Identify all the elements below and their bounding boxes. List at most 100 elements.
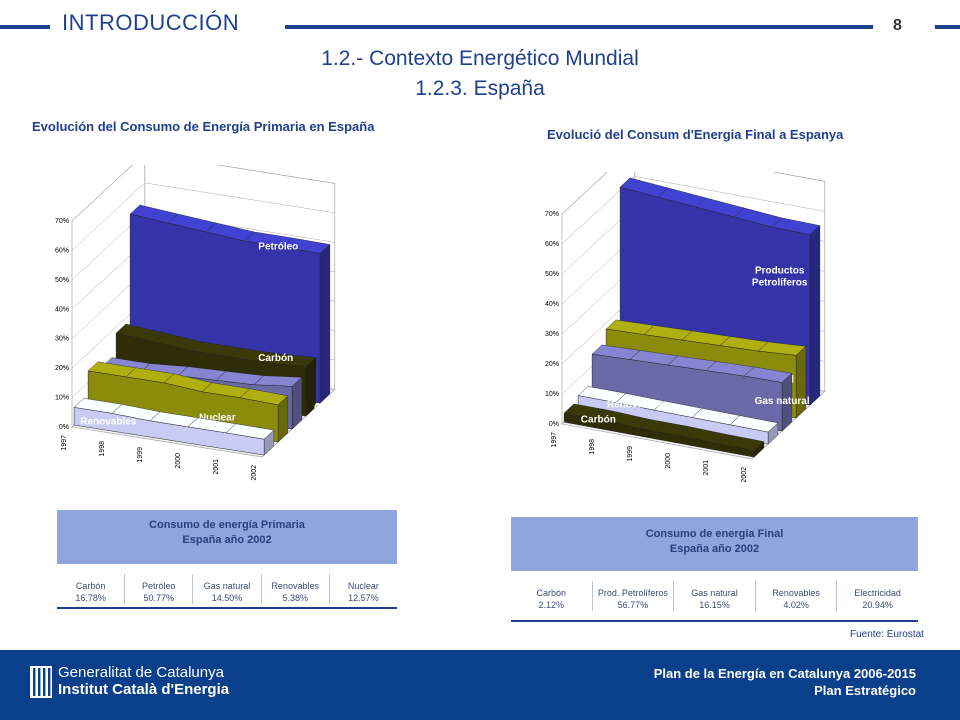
cell-value: 56.77% (617, 600, 649, 610)
chart-primary-title: Evolución del Consumo de Energía Primari… (32, 119, 375, 134)
generalitat-logo-icon (30, 666, 52, 698)
chart-final: 0% 10% 20% 30% 40% 50% 60% 70% Productos Petrolíf… (545, 172, 826, 483)
series-label: Carbón (581, 414, 616, 425)
series-label: Nuclear (199, 413, 236, 424)
table-cell: Prod. Petrolíferos 56.77% (591, 581, 674, 611)
series-label: Productos Petrolíferos (752, 265, 808, 288)
y-tick-label: 20% (55, 365, 69, 372)
cell-label: Gas natural (691, 588, 738, 598)
header-rule-middle (285, 25, 873, 29)
y-tick-label: 70% (545, 211, 559, 218)
x-tick-label: 2001 (703, 460, 710, 476)
primary-table-title: Consumo de energía Primaria (149, 519, 305, 531)
series-end (809, 225, 821, 406)
y-tick-label: 40% (55, 306, 69, 313)
y-tick-label: 0% (549, 421, 559, 428)
cell-label: Renovables (271, 581, 319, 591)
y-tick-label: 0% (59, 424, 69, 431)
series-label: Gas natural (314, 402, 369, 413)
page-number: 8 (893, 17, 902, 34)
y-tick-label: 60% (545, 241, 559, 248)
cell-label: Carbón (536, 588, 567, 598)
x-tick-label: 2002 (741, 467, 748, 483)
cell-label: Gas natural (203, 581, 251, 591)
table-cell: Nuclear 12.57% (328, 574, 397, 604)
series-label: Petróleo (258, 241, 298, 252)
cell-value: 20.94% (862, 600, 893, 610)
y-tick-label: 20% (545, 361, 559, 368)
table-cell: Petróleo 50.77% (124, 574, 192, 604)
y-tick-label: 60% (55, 247, 69, 254)
cell-label: Renovables (772, 588, 820, 598)
table-cell: Carbón 2.12% (511, 581, 592, 611)
x-tick-label: 2002 (251, 465, 258, 481)
cell-label: Electricidad (854, 588, 901, 598)
y-tick-label: 70% (55, 218, 69, 225)
section-title: INTRODUCCIÓN (62, 10, 240, 35)
table-cell: Electricidad 20.94% (836, 581, 918, 611)
y-tick-label: 50% (55, 277, 69, 284)
table-cell: Gas natural 14.50% (192, 574, 260, 604)
cell-label: Petróleo (142, 581, 176, 591)
final-table-row: Carbón 2.12% Prod. Petrolíferos 56.77% Gas… (511, 581, 918, 611)
plan-title: Plan de la Energía en Catalunya 2006-201… (654, 665, 916, 699)
cell-label: Prod. Petrolíferos (597, 588, 668, 598)
cell-value: 14.50% (211, 593, 243, 603)
series-label: Renovables (80, 417, 137, 428)
cell-value: 16.15% (699, 600, 730, 610)
x-tick-label: 2001 (213, 459, 220, 475)
cell-label: Nuclear (347, 581, 379, 591)
final-table-header: Consumo de energía Final España año 2002 (511, 517, 918, 571)
table-cell: Renovables 4.02% (754, 581, 837, 611)
y-tick-label: 40% (545, 301, 559, 308)
y-tick-label: 30% (545, 331, 559, 338)
cell-label: Carbón (75, 581, 106, 591)
series-end (291, 376, 303, 430)
final-table-subtitle: España año 2002 (669, 543, 760, 555)
x-tick-label: 1997 (551, 432, 558, 448)
series-end (319, 244, 331, 404)
table-cell: Gas natural 16.15% (673, 581, 755, 611)
cell-value: 5.38% (282, 593, 308, 603)
x-tick-label: 1998 (99, 441, 106, 457)
chart-primary: 0% 10% 20% 30% 40% 50% 60% 70% Petróleo Carbón Gas… (55, 165, 369, 481)
series-label: Gas natural (755, 396, 810, 407)
page-title: 1.2.- Contexto Energético Mundial 1.2.3.… (0, 44, 960, 104)
x-tick-label: 2000 (665, 453, 672, 469)
table-cell: Carbón 16.78% (57, 574, 124, 604)
cell-value: 2.12% (538, 600, 565, 610)
y-tick-label: 10% (545, 391, 559, 398)
primary-table-row: Carbón 16.78% Petróleo 50.77% Gas natural 1… (57, 574, 397, 604)
gridline (71, 165, 335, 222)
primary-table-subtitle: España año 2002 (182, 534, 272, 546)
header-rule-right (935, 25, 960, 29)
page-title-line1: 1.2.- Contexto Energético Mundial (321, 47, 639, 70)
series-area (73, 407, 265, 456)
gridline (71, 182, 335, 251)
footer-bar (0, 650, 960, 720)
series-label: Renovables (607, 400, 664, 411)
final-table-title: Consumo de energía Final (645, 528, 784, 540)
y-tick-label: 30% (55, 336, 69, 343)
x-tick-label: 1999 (137, 447, 144, 463)
series-area (563, 412, 755, 458)
primary-consumption-table: Consumo de energía Primaria España año 2… (57, 510, 397, 610)
primary-table-header: Consumo de energía Primaria España año 2… (57, 510, 397, 564)
plan-line2: Plan Estratégico (814, 683, 916, 698)
cell-value: 16.78% (75, 593, 106, 603)
page-title-line2: 1.2.3. España (415, 77, 545, 100)
plan-line1: Plan de la Energía en Catalunya 2006-201… (653, 666, 916, 681)
gridline (561, 176, 825, 245)
org-line2: Institut Català d'Energia (58, 681, 230, 698)
x-tick-label: 2000 (175, 453, 182, 469)
y-tick-label: 10% (55, 395, 69, 402)
primary-table-bottom-line (57, 607, 397, 609)
org-line1: Generalitat de Catalunya (58, 664, 224, 681)
final-table-bottom-line (511, 620, 918, 622)
cell-value: 50.77% (143, 593, 175, 603)
table-cell: Renovables 5.38% (260, 574, 329, 604)
series-end (795, 345, 807, 419)
source-note: Fuente: Eurostat (850, 629, 924, 640)
header-rule-left (0, 25, 50, 29)
gridline (561, 172, 825, 215)
